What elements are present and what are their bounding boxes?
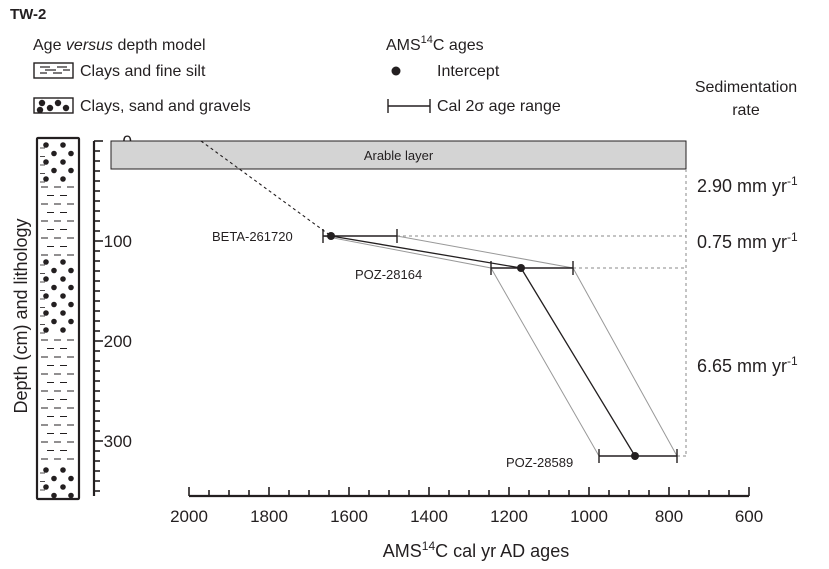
x-axis: 2000 1800 1600 1400 1200 1000 800 600 [170,487,763,526]
lithology-dot-mark [43,310,49,316]
x-axis-label: AMS14C cal yr AD ages [383,539,569,561]
x-tick-label-600: 600 [735,507,763,526]
rate-title-line2: rate [732,102,760,119]
lithology-dot-mark [68,167,74,174]
lithology-dot-mark [51,301,57,308]
sedimentation-rate-0: 2.90 mm yr-1 [697,174,798,196]
lithology-dot-mark [68,284,74,291]
lithology-dot-mark [60,467,66,473]
legend-ams-title: AMS14C ages [386,34,484,54]
lithology-dot-mark [43,176,49,182]
x-tick-label-2000: 2000 [170,507,208,526]
intercept-point-0 [327,232,335,240]
legend-ams: AMS14C ages Intercept Cal 2σ age range [386,34,561,115]
x-tick-label-1400: 1400 [410,507,448,526]
lithology-dot-mark [43,276,49,282]
lithology-dot-mark [43,327,49,333]
lithology-dot-mark [68,267,74,274]
x-tick-label-1000: 1000 [570,507,608,526]
y-axis-label: Depth (cm) and lithology [11,218,31,413]
y-tick-label-300: 300 [104,432,132,451]
lithology-dot-mark [51,284,57,291]
sample-label-BETA-261720: BETA-261720 [212,229,293,244]
legend-clays-sand-gravels: Clays, sand and gravels [80,98,251,115]
lithology-dot-mark [60,176,66,182]
lithology-dot-mark [43,293,49,299]
extrapolation-dashed-line [200,140,332,237]
lithology-dot-mark [68,301,74,308]
legend-dot-mark-0 [38,99,46,107]
arable-layer: Arable layer [110,140,687,170]
legend-dot-mark-2 [46,104,54,112]
lithology-dot-mark [60,142,66,148]
lithology-dot-mark [51,492,57,499]
sample-label-POZ-28589: POZ-28589 [506,455,573,470]
legend-intercept-label: Intercept [437,63,500,80]
lithology-dot-mark [60,259,66,265]
legend-dot-mark-1 [54,99,62,107]
x-tick-label-1800: 1800 [250,507,288,526]
plot-area: BETA-261720 POZ-28164 POZ-28589 [200,140,687,470]
lithology-dot-mark [51,267,57,274]
sedimentation-rate-2: 6.65 mm yr-1 [697,354,798,376]
sedimentation-rates: 2.90 mm yr-1 0.75 mm yr-1 6.65 mm yr-1 [697,174,798,376]
lithology-dot-mark [51,475,57,482]
y-tick-label-200: 200 [104,332,132,351]
sedimentation-rate-1: 0.75 mm yr-1 [697,230,798,252]
chart-title: TW-2 [10,6,46,23]
lithology-dot-mark [68,150,74,157]
legend-sedimentation-title: Sedimentation rate [695,79,797,119]
y-tick-label-100: 100 [104,232,132,251]
legend-dots-pattern [36,99,70,114]
lithology-dot-mark [60,484,66,490]
intercept-point-2 [631,452,639,460]
lithology-dot-mark [60,327,66,333]
lithology-dot-mark [51,150,57,157]
lithology-dot-mark [43,467,49,473]
legend-clays-fine-silt: Clays and fine silt [80,63,206,80]
lithology-dot-mark [43,142,49,148]
chart-subtitle: Age versus depth model [33,37,206,54]
lithology-dot-mark [43,484,49,490]
lithology-dot-mark [51,167,57,174]
legend-age-range-label: Cal 2σ age range [437,98,561,115]
y-axis: 0100200300 [92,132,132,496]
lithology-column [35,136,81,501]
legend-errorbar-symbol [387,99,431,113]
lithology-dot-mark [60,159,66,165]
x-tick-label-1200: 1200 [490,507,528,526]
rate-title-line1: Sedimentation [695,79,797,96]
arable-layer-label: Arable layer [364,148,434,163]
legend-lithology: Clays and fine silt Clays, sand and grav… [33,62,251,115]
lithology-dot-mark [60,293,66,299]
x-tick-label-1600: 1600 [330,507,368,526]
sample-label-POZ-28164: POZ-28164 [355,267,422,282]
x-tick-label-800: 800 [655,507,683,526]
lithology-dot-mark [60,276,66,282]
lithology-dot-mark [60,310,66,316]
lithology-dot-mark [43,259,49,265]
intercept-point-1 [517,264,525,272]
lithology-dot-mark [43,159,49,165]
lithology-dot-mark [68,492,74,499]
envelope-max-line [396,235,678,457]
lithology-column-frame [35,136,81,501]
legend-dot-mark-3 [62,104,70,112]
legend-dashes-pattern [40,66,70,74]
lithology-dot-mark [68,475,74,482]
lithology-dot-mark [51,318,57,325]
lithology-dot-mark [68,318,74,325]
legend-intercept-dot [391,66,401,76]
legend-dot-mark-4 [36,106,44,114]
